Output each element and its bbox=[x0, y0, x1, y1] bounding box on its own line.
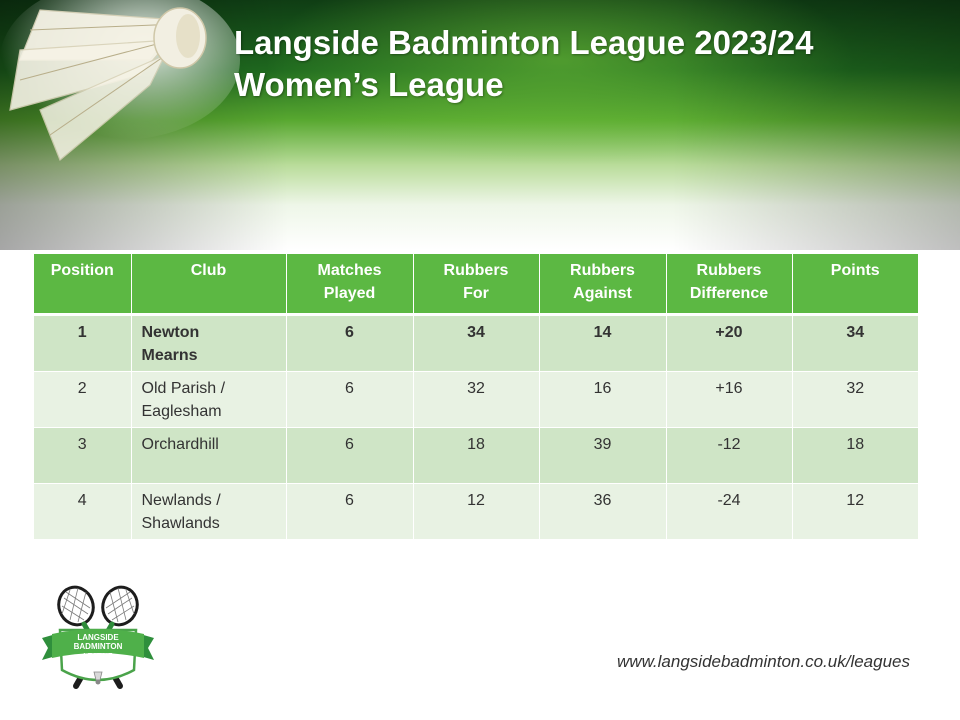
cell-difference: +16 bbox=[666, 371, 793, 428]
table-row: 1 Newton Mearns 6 34 14 +20 34 bbox=[34, 314, 918, 372]
cell-difference: -12 bbox=[666, 427, 793, 484]
header-points: Points bbox=[792, 254, 918, 316]
cell-against: 39 bbox=[539, 427, 667, 484]
cell-position: 1 bbox=[34, 314, 132, 372]
shuttlecock-icon bbox=[0, 0, 240, 161]
cell-difference: -24 bbox=[666, 483, 793, 540]
header-rubbers-difference: Rubbers Difference bbox=[666, 254, 793, 316]
league-table: Position Club Matches Played Rubbers For R… bbox=[34, 254, 918, 540]
header-position: Position bbox=[34, 254, 132, 316]
cell-against: 36 bbox=[539, 483, 667, 540]
cell-position: 3 bbox=[34, 427, 132, 484]
footer-url: www.langsidebadminton.co.uk/leagues bbox=[617, 652, 910, 671]
cell-points: 34 bbox=[792, 314, 918, 372]
cell-against: 16 bbox=[539, 371, 667, 428]
cell-for: 12 bbox=[413, 483, 540, 540]
table-header-row: Position Club Matches Played Rubbers For R… bbox=[34, 254, 918, 316]
cell-club: Old Parish / Eaglesham bbox=[131, 371, 287, 428]
cell-position: 2 bbox=[34, 371, 132, 428]
table-row: 2 Old Parish / Eaglesham 6 32 16 +16 32 bbox=[34, 371, 918, 428]
header-rubbers-against: Rubbers Against bbox=[539, 254, 667, 316]
table-row: 4 Newlands / Shawlands 6 12 36 -24 12 bbox=[34, 483, 918, 540]
cell-position: 4 bbox=[34, 483, 132, 540]
cell-against: 14 bbox=[539, 314, 667, 372]
logo-text-line-1: LANGSIDE bbox=[77, 633, 119, 642]
page-title: Langside Badminton League 2023/24 Women’… bbox=[234, 22, 934, 106]
cell-played: 6 bbox=[286, 314, 414, 372]
header-rubbers-for: Rubbers For bbox=[413, 254, 540, 316]
league-logo-icon: LANGSIDE BADMINTON LEAGUE bbox=[34, 578, 162, 696]
table-row: 3 Orchardhill 6 18 39 -12 18 bbox=[34, 427, 918, 484]
cell-for: 18 bbox=[413, 427, 540, 484]
title-line-2: Women’s League bbox=[234, 66, 504, 103]
cell-played: 6 bbox=[286, 427, 414, 484]
cell-difference: +20 bbox=[666, 314, 793, 372]
cell-played: 6 bbox=[286, 371, 414, 428]
cell-club: Newlands / Shawlands bbox=[131, 483, 287, 540]
cell-points: 32 bbox=[792, 371, 918, 428]
header-club: Club bbox=[131, 254, 287, 316]
cell-for: 34 bbox=[413, 314, 540, 372]
header-matches-played: Matches Played bbox=[286, 254, 414, 316]
title-line-1: Langside Badminton League 2023/24 bbox=[234, 24, 814, 61]
cell-club: Orchardhill bbox=[131, 427, 287, 484]
cell-points: 12 bbox=[792, 483, 918, 540]
cell-played: 6 bbox=[286, 483, 414, 540]
logo-text-line-3: LEAGUE bbox=[83, 653, 113, 660]
cell-for: 32 bbox=[413, 371, 540, 428]
cell-club: Newton Mearns bbox=[131, 314, 287, 372]
header-banner bbox=[0, 0, 960, 250]
cell-points: 18 bbox=[792, 427, 918, 484]
logo-text-line-2: BADMINTON bbox=[74, 642, 123, 651]
